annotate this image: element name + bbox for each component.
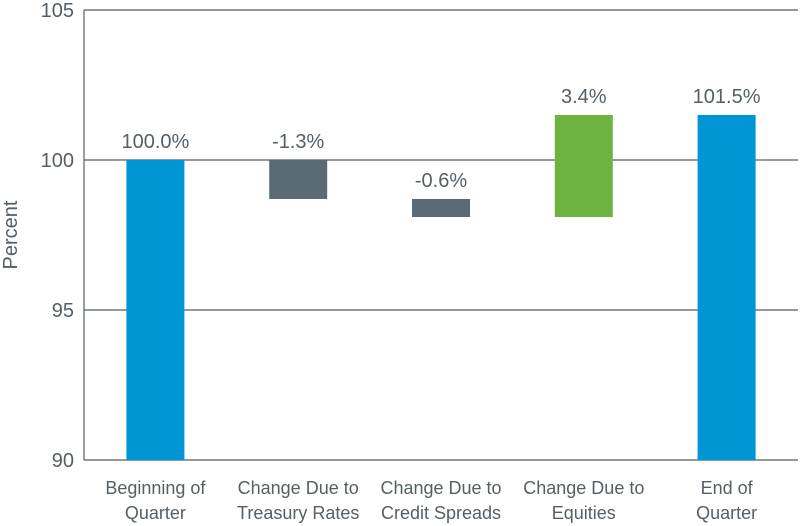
bar-value-label: -1.3% — [272, 131, 324, 153]
gridlines — [84, 9, 798, 461]
y-tick-label: 95 — [52, 300, 74, 322]
y-tick-label: 90 — [52, 450, 74, 472]
bar — [412, 199, 470, 217]
bar — [554, 115, 613, 217]
bar-value-label: 101.5% — [693, 86, 761, 108]
bar-value-label: 3.4% — [561, 86, 607, 108]
category-label: Change Due to — [380, 478, 501, 498]
axes: 90 95 100 105 — [41, 0, 85, 472]
y-tick-label: 100 — [41, 150, 74, 172]
category-label: End of — [701, 478, 754, 498]
category-label: Quarter — [696, 503, 757, 523]
data-labels: 100.0% -1.3% -0.6% 3.4% 101.5% — [121, 86, 760, 192]
category-label: Treasury Rates — [237, 503, 359, 523]
y-tick-label: 105 — [41, 0, 74, 22]
bar — [126, 160, 185, 460]
bar-value-label: -0.6% — [415, 170, 467, 192]
bar — [269, 160, 328, 199]
bar — [697, 115, 756, 460]
bar-value-label: 100.0% — [121, 131, 189, 153]
category-label: Equities — [552, 503, 616, 523]
category-label: Beginning of — [105, 478, 206, 498]
category-label: Credit Spreads — [381, 503, 501, 523]
y-axis-title: Percent — [0, 200, 22, 269]
category-label: Change Due to — [523, 478, 644, 498]
category-labels: Beginning of Quarter Change Due to Treasury… — [105, 478, 757, 523]
bars — [126, 115, 756, 460]
category-label: Change Due to — [238, 478, 359, 498]
category-label: Quarter — [125, 503, 186, 523]
